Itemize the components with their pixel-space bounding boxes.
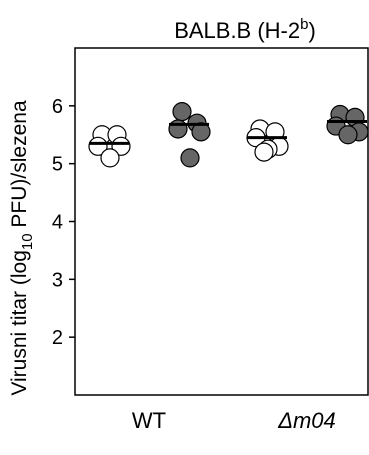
ylabel-text: Virusni titar (log [8, 250, 31, 396]
data-point [88, 136, 108, 156]
y-tick-label: 4 [52, 212, 63, 234]
y-axis-label: Virusni titar (log10 PFU)/slezena [8, 100, 36, 396]
x-tick-label: WT [132, 408, 166, 433]
ylabel-subscript: 10 [19, 233, 36, 250]
title-text: ) [308, 18, 315, 43]
x-tick-label: Δm04 [277, 408, 336, 433]
data-point [168, 119, 188, 139]
data-point [254, 142, 274, 162]
y-tick-label: 3 [52, 269, 63, 291]
y-tick-label: 6 [52, 96, 63, 118]
data-point [111, 136, 131, 156]
title-superscript: b [300, 16, 308, 33]
plot-frame [74, 47, 369, 396]
data-point [338, 125, 358, 145]
ylabel-text: PFU)/slezena [8, 100, 31, 233]
data-point [172, 102, 192, 122]
data-point [100, 148, 120, 168]
title-text: BALB.B (H-2 [174, 18, 300, 43]
data-point [180, 148, 200, 168]
chart-title: BALB.B (H-2b) [174, 16, 316, 43]
y-tick-label: 2 [52, 327, 63, 349]
y-tick-label: 5 [52, 154, 63, 176]
